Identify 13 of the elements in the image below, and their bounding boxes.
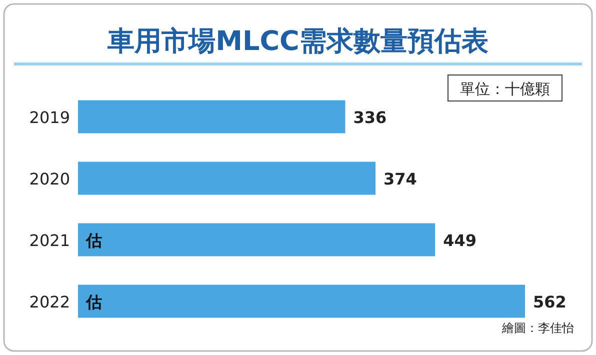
data-label: 374 xyxy=(383,169,417,188)
category-label: 2022 xyxy=(29,292,70,312)
data-label: 336 xyxy=(353,108,387,127)
annotation: 繪圖：李佳怡 xyxy=(502,321,574,335)
data-label: 449 xyxy=(443,230,477,250)
category-label: 2019 xyxy=(29,108,70,127)
category-label: 2021 xyxy=(29,230,70,250)
category-label: 2020 xyxy=(29,169,70,188)
data-label: 562 xyxy=(533,292,566,312)
annotation: 估 xyxy=(86,292,102,312)
annotation: 估 xyxy=(86,230,102,250)
title: 車用市場MLCC需求數量預估表 xyxy=(108,26,488,57)
annotation: 單位：十億顆 xyxy=(460,80,550,98)
